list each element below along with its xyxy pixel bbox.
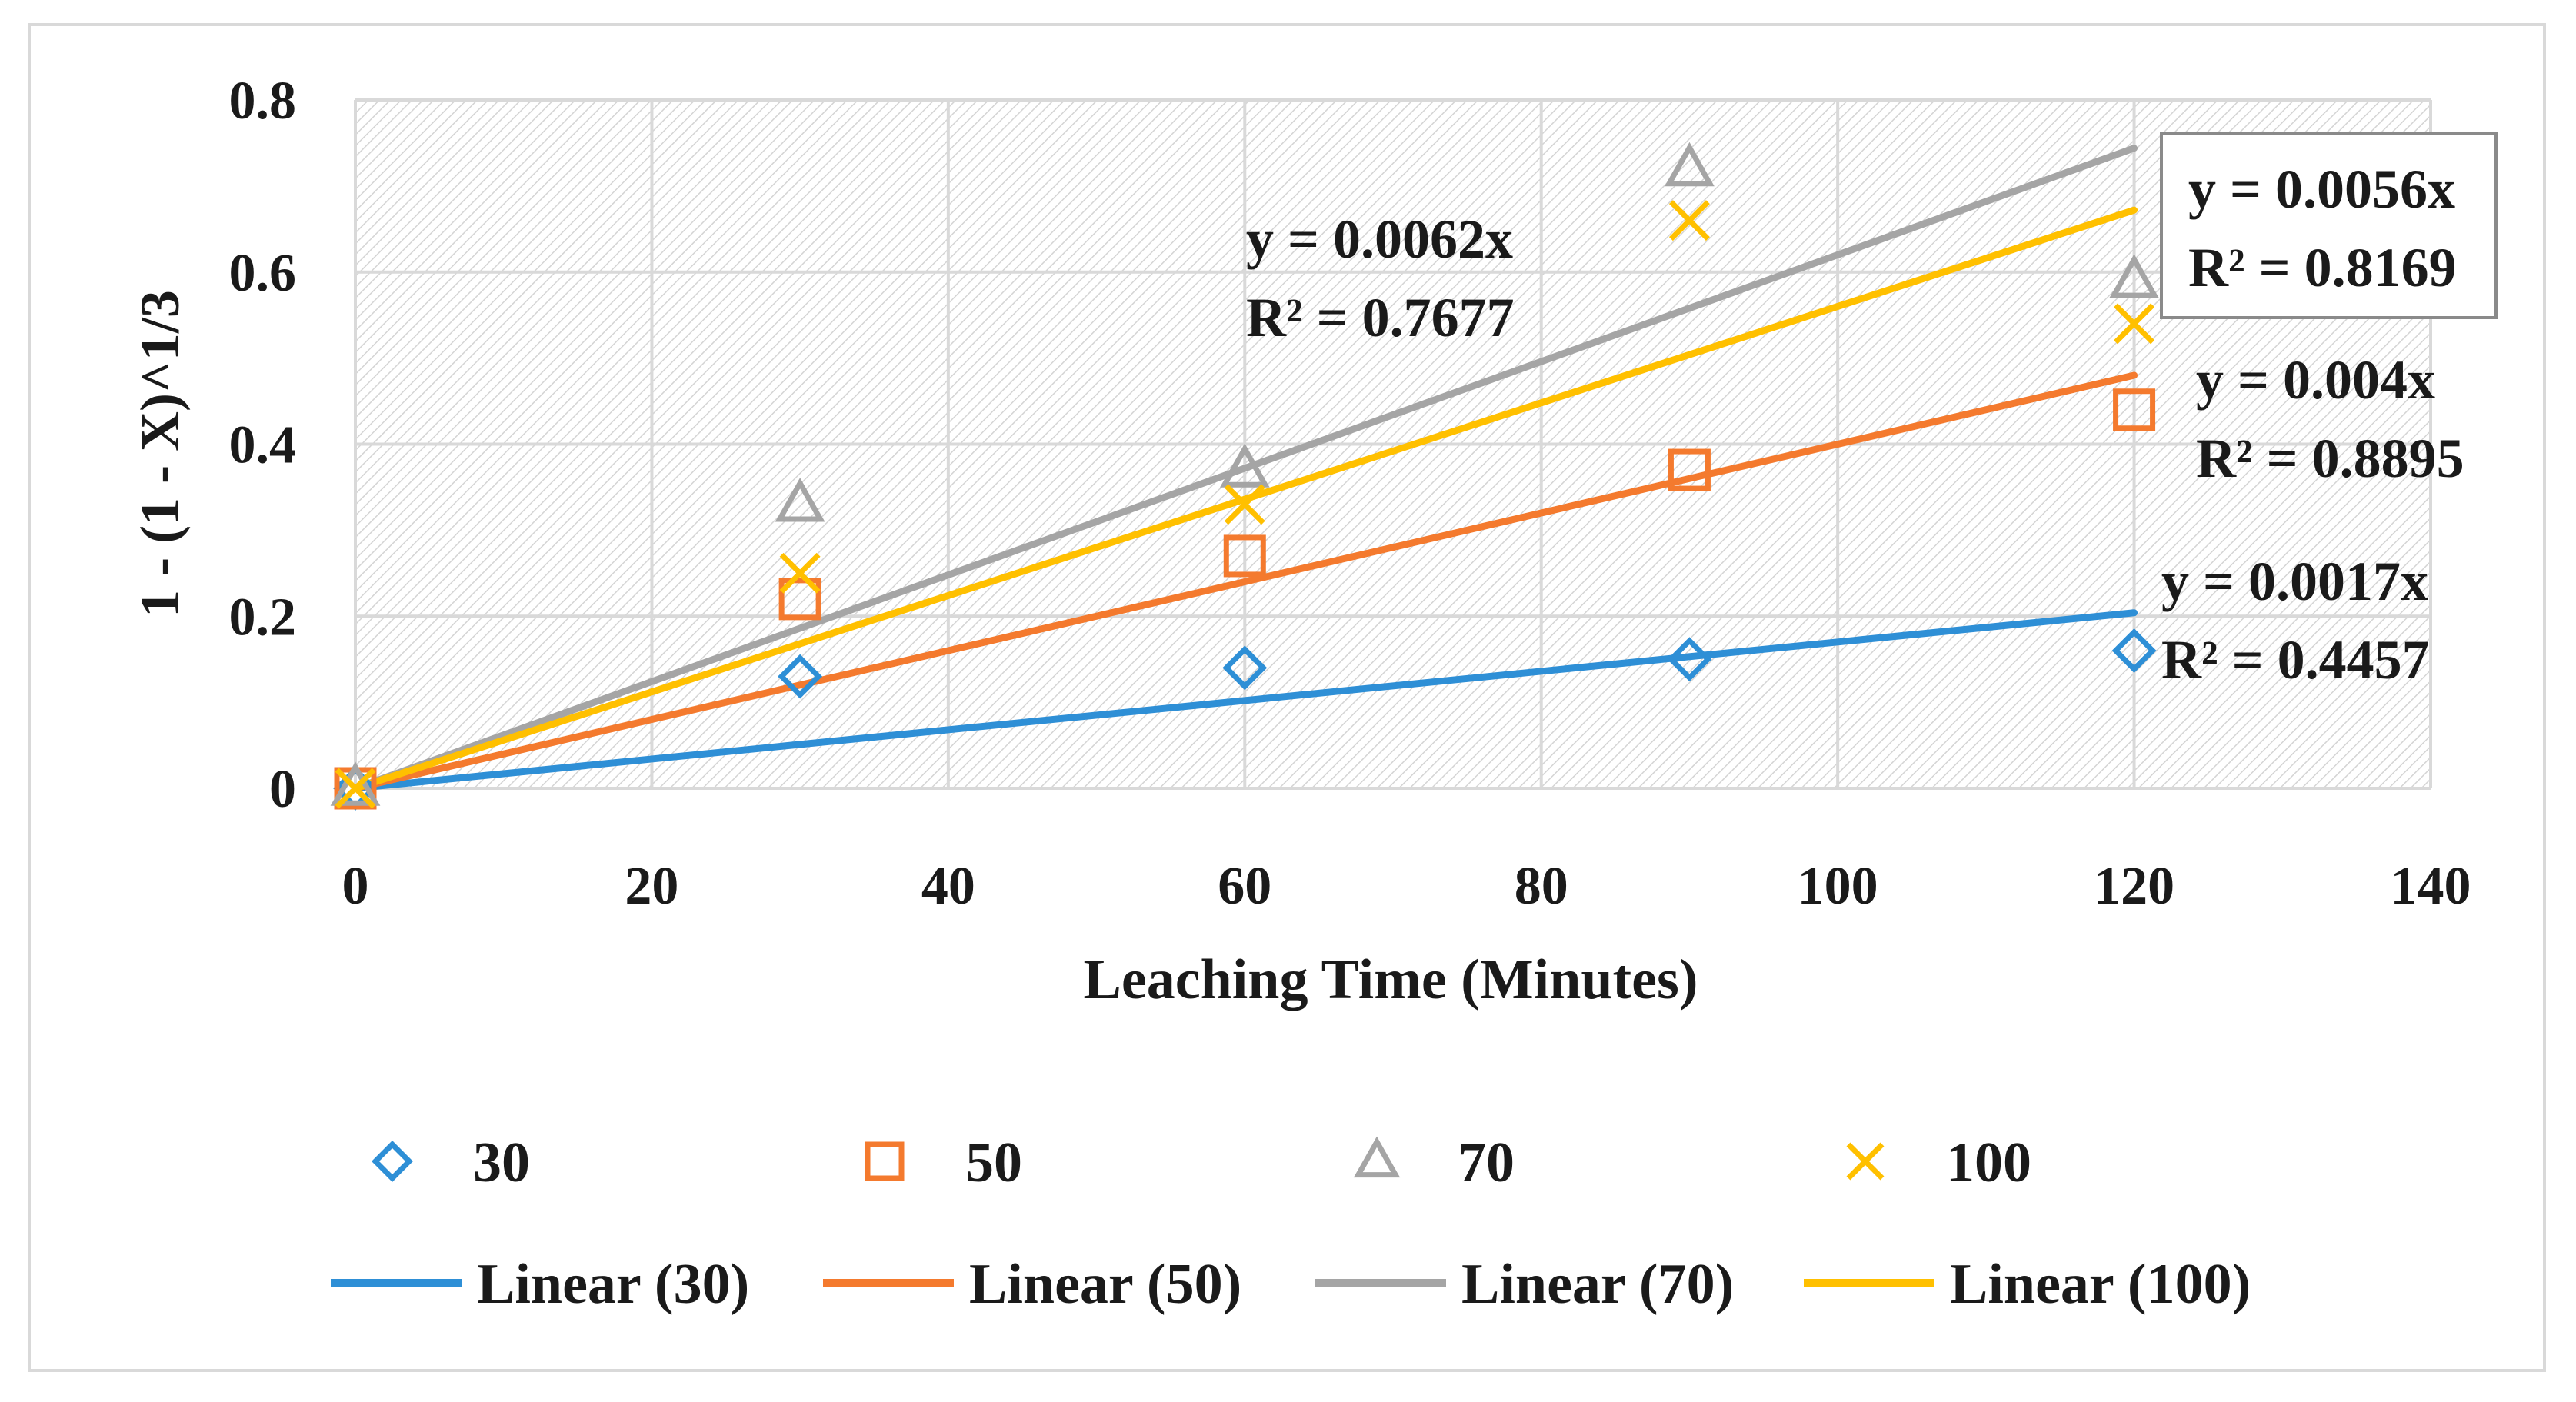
legend-marker-100 <box>1846 1142 1885 1181</box>
legend-label-30: 30 <box>473 1131 530 1194</box>
legend: 30 Linear (30) 50 Linear (50) 70 Linear (70) 1… <box>331 1131 2251 1316</box>
legend-label-100: 100 <box>1946 1131 2031 1194</box>
x-tick-label: 60 <box>1218 857 1271 916</box>
grid-layer <box>354 98 2432 790</box>
legend-trendline-label-70: Linear (70) <box>1461 1253 1734 1316</box>
point-50 <box>1223 534 1266 578</box>
trendline-100 <box>352 206 2138 792</box>
point-50 <box>2113 388 2156 431</box>
point-50 <box>1668 448 1711 491</box>
legend-marker-30 <box>372 1141 413 1182</box>
x-tick-label: 40 <box>921 857 975 916</box>
trendline-label-box <box>2160 132 2498 319</box>
y-tick-label: 0.2 <box>229 588 297 647</box>
tick-label-layer: 0 20 40 60 80 100 120 140 0 0.2 0.4 0.6 0.8 <box>229 72 2471 916</box>
trendline-r2-50: R² = 0.8895 <box>2196 428 2464 489</box>
point-70 <box>1665 142 1715 187</box>
legend-trendline-label-50: Linear (50) <box>969 1253 1241 1316</box>
y-tick-label: 0.6 <box>229 244 297 303</box>
x-tick-label: 100 <box>1798 857 1878 916</box>
marker-layer <box>330 142 2159 811</box>
trendline-equation-50: y = 0.004x <box>2196 349 2435 411</box>
point-70 <box>1219 443 1270 488</box>
point-30 <box>2111 628 2157 673</box>
legend-label-50: 50 <box>965 1131 1022 1194</box>
point-100 <box>335 768 376 809</box>
x-axis-title: Leaching Time (Minutes) <box>1084 948 1698 1011</box>
x-tick-label: 120 <box>2094 857 2174 916</box>
trendline-30 <box>352 609 2138 792</box>
y-tick-label: 0.4 <box>229 416 297 475</box>
trendline-equation-70: y = 0.0062x <box>1246 208 1513 270</box>
x-tick-label: 140 <box>2391 857 2471 916</box>
trendline-r2-30: R² = 0.4457 <box>2161 629 2430 691</box>
x-tick-label: 80 <box>1515 857 1568 916</box>
point-70 <box>330 761 381 806</box>
trendline-equation-100: y = 0.0056x <box>2188 158 2455 220</box>
y-axis-title: 1 - (1 - X)^1/3 <box>129 290 191 618</box>
point-100 <box>779 552 821 594</box>
point-100 <box>1224 484 1265 525</box>
trendline-50 <box>352 371 2138 792</box>
trendline-70 <box>352 145 2138 792</box>
trendline-r2-70: R² = 0.7677 <box>1246 287 1515 348</box>
trendline-layer <box>352 145 2138 792</box>
trendline-r2-100: R² = 0.8169 <box>2188 237 2457 298</box>
legend-trendline-label-100: Linear (100) <box>1950 1253 2251 1316</box>
y-tick-label: 0 <box>269 760 296 819</box>
x-tick-label: 20 <box>625 857 678 916</box>
x-tick-label: 0 <box>342 857 369 916</box>
point-30 <box>1667 637 1712 682</box>
point-30 <box>1222 645 1268 691</box>
point-100 <box>1668 200 1710 241</box>
point-100 <box>2114 303 2155 345</box>
point-30 <box>778 654 823 699</box>
legend-trendline-label-30: Linear (30) <box>477 1253 749 1316</box>
legend-marker-70 <box>1353 1136 1401 1178</box>
y-tick-label: 0.8 <box>229 72 297 131</box>
legend-marker-50 <box>865 1141 905 1181</box>
annotation-layer: y = 0.0017x R² = 0.4457 y = 0.004x R² = 0.8… <box>1246 132 2498 691</box>
point-70 <box>775 478 825 522</box>
trendline-equation-30: y = 0.0017x <box>2161 551 2428 612</box>
point-50 <box>778 578 821 621</box>
legend-label-70: 70 <box>1458 1131 1515 1194</box>
point-70 <box>2109 254 2159 298</box>
